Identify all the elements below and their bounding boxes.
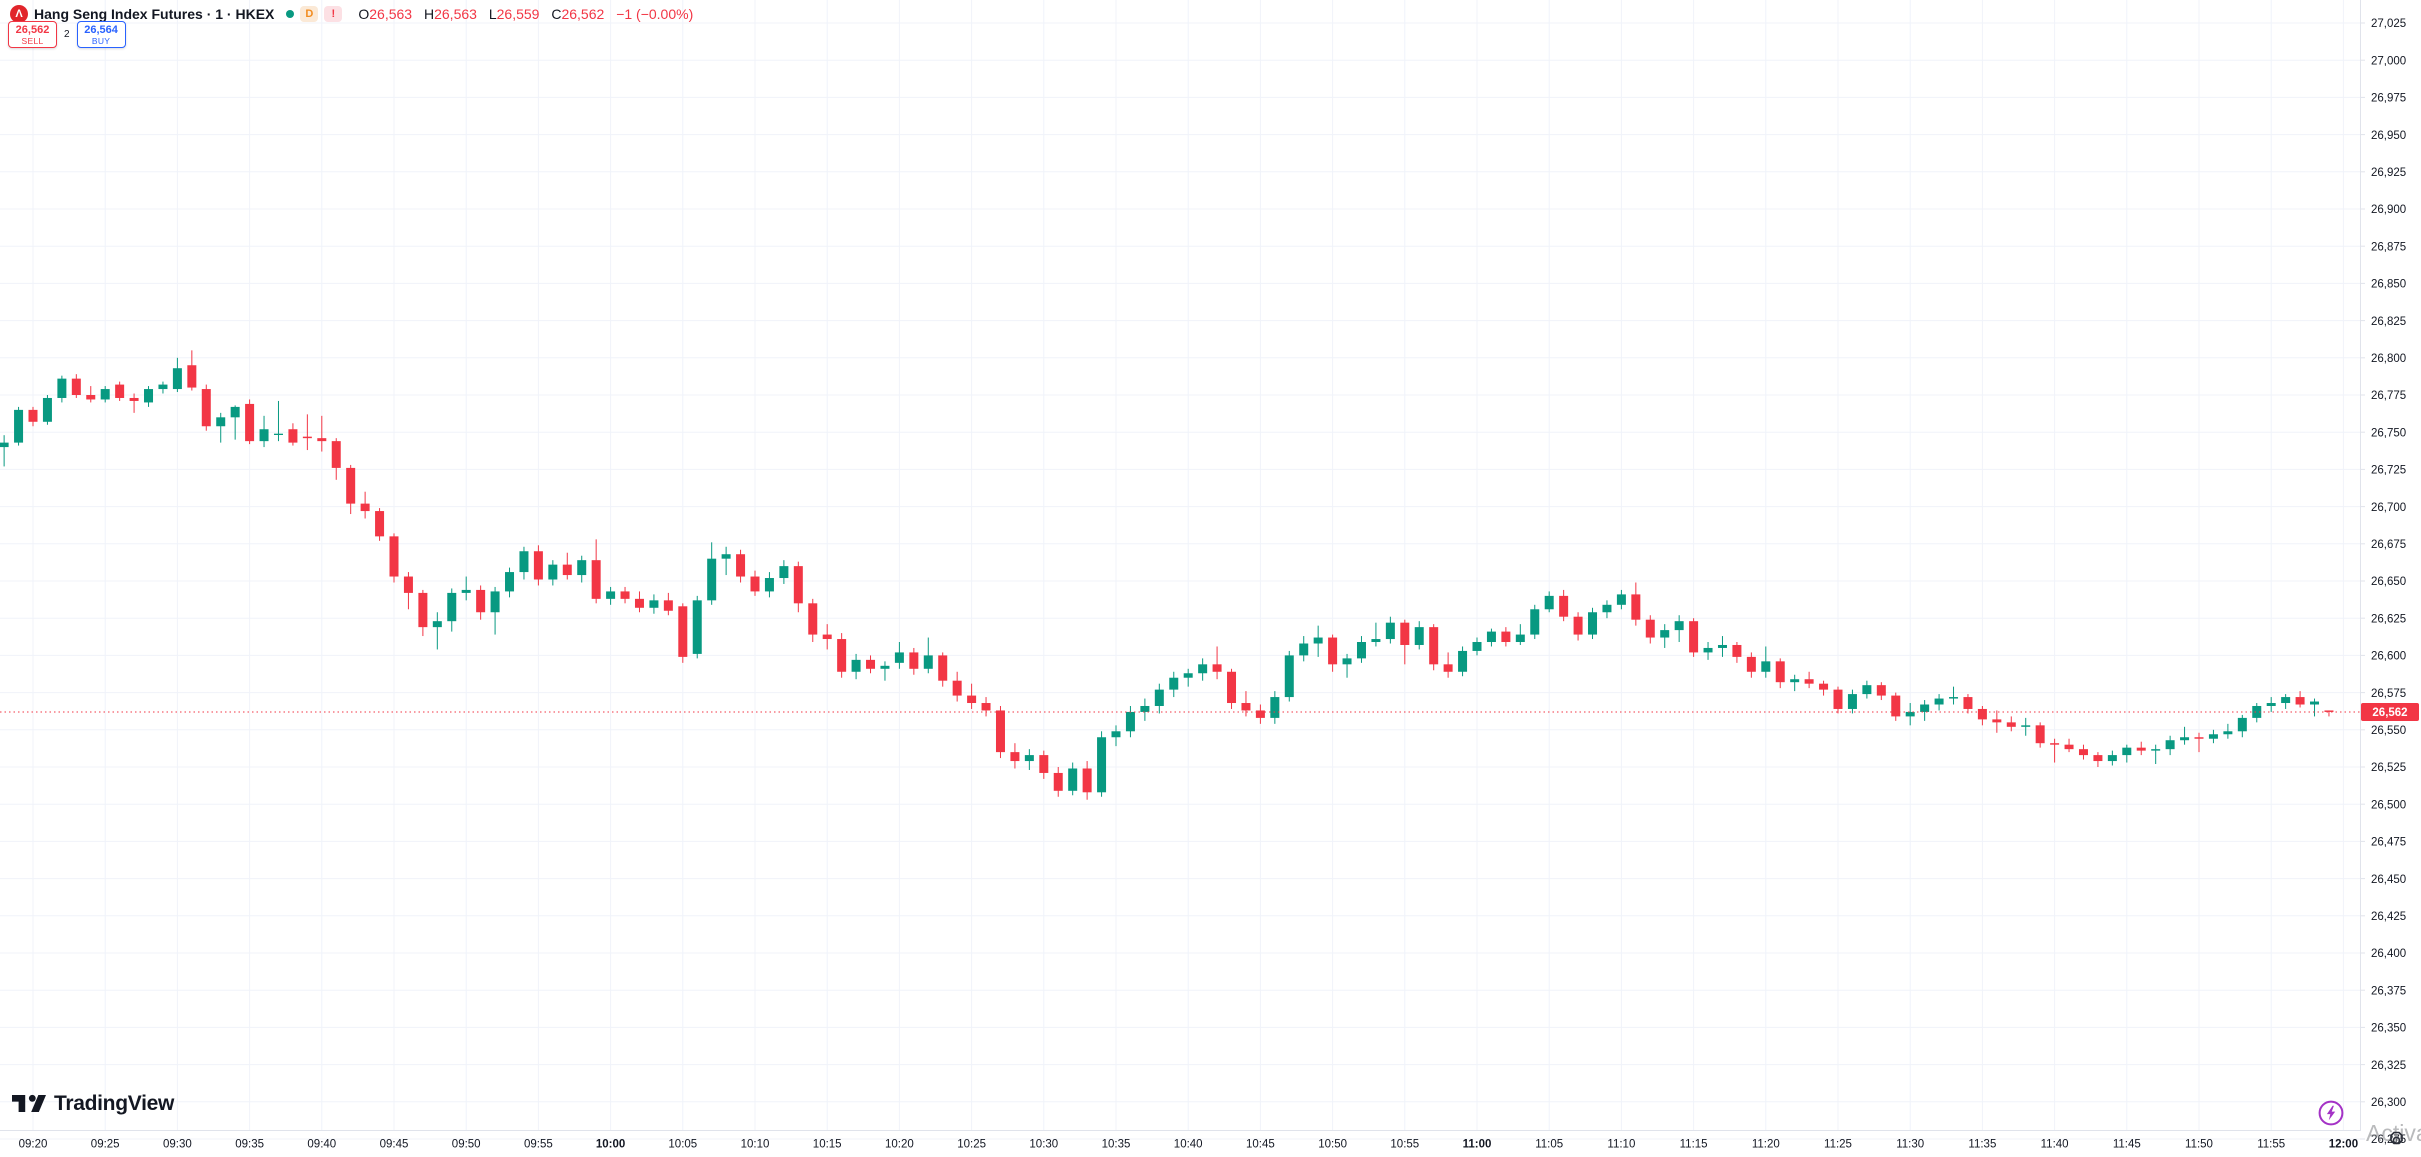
svg-text:11:30: 11:30: [1896, 1139, 1924, 1151]
svg-text:26,475: 26,475: [2371, 837, 2406, 849]
sell-button[interactable]: 26,562 SELL: [8, 21, 57, 48]
svg-text:10:05: 10:05: [668, 1139, 697, 1151]
svg-text:26,350: 26,350: [2371, 1023, 2406, 1035]
svg-text:10:55: 10:55: [1390, 1139, 1419, 1151]
svg-text:26,575: 26,575: [2371, 688, 2406, 700]
tradingview-logo[interactable]: TradingView: [12, 1091, 174, 1116]
buy-price: 26,564: [84, 23, 118, 36]
svg-text:09:50: 09:50: [452, 1139, 481, 1151]
tradingview-logo-text: TradingView: [54, 1091, 175, 1115]
symbol-title[interactable]: Hang Seng Index Futures · 1 · HKEX: [34, 6, 275, 22]
chart-legend: Λ Hang Seng Index Futures · 1 · HKEX D !…: [10, 5, 693, 23]
svg-text:10:20: 10:20: [885, 1139, 914, 1151]
svg-text:09:40: 09:40: [307, 1139, 336, 1151]
svg-text:26,925: 26,925: [2371, 167, 2406, 179]
svg-text:26,850: 26,850: [2371, 279, 2406, 291]
low-label: L: [488, 6, 497, 22]
svg-text:26,425: 26,425: [2371, 911, 2406, 923]
hang-seng-logo-icon[interactable]: Λ: [10, 5, 28, 23]
svg-text:26,800: 26,800: [2371, 353, 2406, 365]
svg-text:11:45: 11:45: [2113, 1139, 2141, 1151]
open-value: 26,563: [369, 6, 413, 22]
svg-text:09:30: 09:30: [163, 1139, 192, 1151]
svg-text:26,625: 26,625: [2371, 613, 2406, 625]
svg-text:26,675: 26,675: [2371, 539, 2406, 551]
svg-text:12:00: 12:00: [2329, 1139, 2358, 1151]
svg-text:26,300: 26,300: [2371, 1097, 2406, 1109]
lightning-icon[interactable]: [2318, 1100, 2344, 1126]
low-value: 26,559: [496, 6, 540, 22]
svg-text:26,525: 26,525: [2371, 762, 2406, 774]
svg-text:10:45: 10:45: [1246, 1139, 1275, 1151]
svg-text:09:20: 09:20: [19, 1139, 48, 1151]
trade-buttons-panel: 26,562 SELL 2 26,564 BUY: [8, 21, 126, 48]
svg-text:10:35: 10:35: [1102, 1139, 1131, 1151]
delayed-data-badge[interactable]: D: [300, 6, 319, 22]
svg-text:26,450: 26,450: [2371, 874, 2406, 886]
svg-text:26,700: 26,700: [2371, 502, 2406, 514]
buy-button[interactable]: 26,564 BUY: [76, 21, 126, 48]
svg-text:10:15: 10:15: [813, 1139, 842, 1151]
svg-text:11:10: 11:10: [1607, 1139, 1635, 1151]
svg-text:10:40: 10:40: [1174, 1139, 1203, 1151]
buy-label: BUY: [91, 35, 111, 46]
high-value: 26,563: [434, 6, 477, 22]
svg-text:26,775: 26,775: [2371, 390, 2406, 402]
ohlc-readout: O26,563 H26,563 L26,559 C26,562 −1 (−0.0…: [358, 6, 693, 22]
svg-text:10:30: 10:30: [1029, 1139, 1058, 1151]
change-value: −1 (−0.00%): [616, 6, 694, 22]
svg-text:26,975: 26,975: [2371, 93, 2406, 105]
svg-text:09:55: 09:55: [524, 1139, 553, 1151]
tradingview-logo-icon: [12, 1094, 46, 1112]
svg-text:26,750: 26,750: [2371, 427, 2406, 439]
svg-text:11:55: 11:55: [2257, 1139, 2285, 1151]
svg-text:11:35: 11:35: [1968, 1139, 1996, 1151]
svg-text:10:25: 10:25: [957, 1139, 986, 1151]
svg-text:09:45: 09:45: [380, 1139, 409, 1151]
svg-text:11:15: 11:15: [1680, 1139, 1708, 1151]
svg-text:10:10: 10:10: [741, 1139, 770, 1151]
svg-text:10:00: 10:00: [596, 1139, 625, 1151]
svg-text:26,900: 26,900: [2371, 204, 2406, 216]
svg-text:26,562: 26,562: [2372, 707, 2407, 719]
svg-text:26,375: 26,375: [2371, 985, 2406, 997]
svg-text:11:00: 11:00: [1463, 1139, 1492, 1151]
svg-text:26,600: 26,600: [2371, 651, 2406, 663]
high-label: H: [423, 6, 435, 22]
svg-text:26,500: 26,500: [2371, 799, 2406, 811]
close-value: 26,562: [561, 6, 605, 22]
svg-text:27,025: 27,025: [2371, 18, 2406, 30]
sell-price: 26,562: [15, 23, 50, 36]
svg-text:26,950: 26,950: [2371, 130, 2406, 142]
svg-text:09:35: 09:35: [235, 1139, 264, 1151]
svg-text:11:25: 11:25: [1824, 1139, 1852, 1151]
close-label: C: [551, 6, 562, 22]
svg-text:10:50: 10:50: [1318, 1139, 1347, 1151]
data-alert-badge[interactable]: !: [324, 6, 343, 22]
gear-icon[interactable]: [2386, 1128, 2407, 1149]
svg-text:26,825: 26,825: [2371, 316, 2406, 328]
svg-text:26,650: 26,650: [2371, 576, 2406, 588]
svg-text:26,875: 26,875: [2371, 241, 2406, 253]
svg-text:11:50: 11:50: [2185, 1139, 2213, 1151]
spread-value: 2: [64, 29, 70, 40]
svg-text:27,000: 27,000: [2371, 55, 2406, 67]
svg-text:11:40: 11:40: [2041, 1139, 2069, 1151]
svg-text:26,400: 26,400: [2371, 948, 2406, 960]
svg-text:26,325: 26,325: [2371, 1060, 2406, 1072]
svg-text:09:25: 09:25: [91, 1139, 120, 1151]
open-label: O: [358, 6, 370, 22]
svg-text:26,550: 26,550: [2371, 725, 2406, 737]
svg-text:26,725: 26,725: [2371, 465, 2406, 477]
sell-label: SELL: [21, 35, 44, 46]
svg-text:11:05: 11:05: [1535, 1139, 1563, 1151]
svg-text:11:20: 11:20: [1752, 1139, 1780, 1151]
market-status-dot-icon[interactable]: [286, 10, 295, 18]
